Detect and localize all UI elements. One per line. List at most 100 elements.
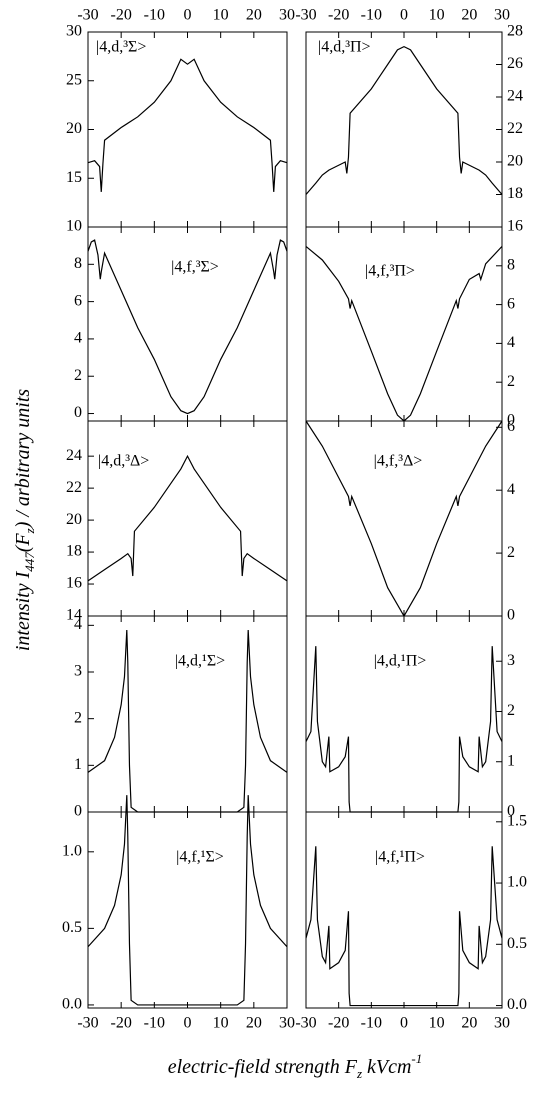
y-tick-label: 4 — [74, 616, 82, 633]
x-tick-label: 0 — [400, 1015, 408, 1032]
y-tick-label: 20 — [66, 511, 82, 528]
x-tick-label: 20 — [461, 7, 477, 24]
y-tick-label: 2 — [507, 373, 515, 390]
panel-frame — [87, 615, 288, 813]
y-tick-label: 25 — [66, 71, 82, 88]
annotation: |4,d,¹Π> — [374, 653, 427, 670]
y-axis-label: intensity I447(Fz) / arbitrary units — [12, 389, 38, 652]
y-tick-label: 1 — [507, 752, 515, 769]
y-tick-label: 16 — [66, 575, 82, 592]
x-tick-label: 30 — [494, 1015, 510, 1032]
y-tick-label: 24 — [507, 88, 523, 105]
x-tick-label: -30 — [77, 7, 98, 24]
x-tick-label: -30 — [295, 7, 316, 24]
annotation: |4,f,³Π> — [365, 263, 415, 280]
panel-frame — [87, 811, 288, 1009]
y-tick-label: 1 — [74, 756, 82, 773]
y-tick-label: 26 — [507, 55, 523, 72]
x-tick-label: 0 — [400, 7, 408, 24]
data-line — [87, 58, 288, 192]
y-tick-label: 18 — [66, 543, 82, 560]
y-tick-label: 0 — [74, 803, 82, 820]
y-tick-label: 15 — [66, 169, 82, 186]
y-tick-label: 6 — [507, 418, 515, 435]
data-line — [305, 420, 503, 618]
panel-frame — [305, 31, 503, 228]
y-tick-label: 0.5 — [507, 935, 527, 952]
panel-frame — [305, 811, 503, 1009]
data-line — [305, 846, 503, 1007]
annotation: |4,d,¹Σ> — [175, 653, 225, 670]
y-tick-label: 3 — [74, 663, 82, 680]
y-tick-label: 1.0 — [507, 874, 527, 891]
y-tick-label: 0.0 — [62, 996, 82, 1013]
x-tick-label: 30 — [494, 7, 510, 24]
y-tick-label: 3 — [507, 652, 515, 669]
y-tick-label: 4 — [507, 481, 515, 498]
data-line — [87, 454, 288, 582]
panel-frame — [87, 226, 288, 422]
y-tick-label: 2 — [74, 709, 82, 726]
y-tick-label: 16 — [507, 218, 523, 235]
annotation: |4,f,¹Σ> — [176, 849, 224, 866]
y-tick-label: 18 — [507, 185, 523, 202]
y-tick-label: 1.0 — [62, 842, 82, 859]
y-tick-label: 22 — [507, 120, 523, 137]
x-tick-label: -20 — [328, 1015, 349, 1032]
x-tick-label: 20 — [246, 7, 262, 24]
x-tick-label: -20 — [328, 7, 349, 24]
data-line — [305, 245, 503, 422]
y-tick-label: 4 — [507, 334, 515, 351]
x-tick-label: -10 — [361, 1015, 382, 1032]
y-tick-label: 20 — [507, 153, 523, 170]
annotation: |4,d,³Π> — [318, 39, 371, 56]
y-tick-label: 2 — [507, 544, 515, 561]
y-tick-label: 4 — [74, 330, 82, 347]
x-tick-label: -10 — [144, 7, 165, 24]
y-tick-label: 6 — [74, 292, 82, 309]
panel-frame — [87, 420, 288, 617]
y-tick-label: 0 — [507, 412, 515, 429]
panel-frame — [305, 615, 503, 813]
x-tick-label: 10 — [213, 7, 229, 24]
x-tick-label: -30 — [77, 1015, 98, 1032]
x-tick-label: -30 — [295, 1015, 316, 1032]
y-tick-label: 0 — [507, 607, 515, 624]
y-tick-label: 22 — [66, 479, 82, 496]
x-tick-label: -20 — [111, 1015, 132, 1032]
x-tick-label: 30 — [279, 1015, 295, 1032]
x-tick-label: -10 — [144, 1015, 165, 1032]
x-axis-label: electric-field strength Fz kVcm-1 — [168, 1051, 423, 1081]
annotation: |4,f,³Δ> — [374, 453, 423, 470]
y-tick-label: 24 — [66, 447, 82, 464]
y-tick-label: 0.0 — [507, 996, 527, 1013]
x-tick-label: -10 — [361, 7, 382, 24]
y-tick-label: 20 — [66, 120, 82, 137]
annotation: |4,f,³Σ> — [171, 259, 219, 276]
x-tick-label: 0 — [184, 7, 192, 24]
y-tick-label: 10 — [66, 218, 82, 235]
annotation: |4,d,³Σ> — [96, 39, 146, 56]
x-tick-label: 20 — [461, 1015, 477, 1032]
x-tick-label: 0 — [184, 1015, 192, 1032]
x-tick-label: 20 — [246, 1015, 262, 1032]
y-tick-label: 8 — [507, 256, 515, 273]
data-line — [87, 795, 288, 1006]
data-line — [305, 45, 503, 195]
annotation: |4,f,¹Π> — [375, 849, 425, 866]
x-tick-label: 10 — [429, 1015, 445, 1032]
annotation: |4,d,³Δ> — [98, 453, 149, 470]
y-tick-label: 0 — [74, 404, 82, 421]
data-line — [305, 646, 503, 813]
x-tick-label: 10 — [213, 1015, 229, 1032]
data-line — [87, 239, 288, 415]
x-tick-label: 10 — [429, 7, 445, 24]
y-tick-label: 28 — [507, 23, 523, 40]
y-tick-label: 2 — [507, 702, 515, 719]
y-tick-label: 30 — [66, 23, 82, 40]
y-tick-label: 0.5 — [62, 919, 82, 936]
x-tick-label: -20 — [111, 7, 132, 24]
y-tick-label: 8 — [74, 255, 82, 272]
y-tick-label: 0 — [507, 803, 515, 820]
